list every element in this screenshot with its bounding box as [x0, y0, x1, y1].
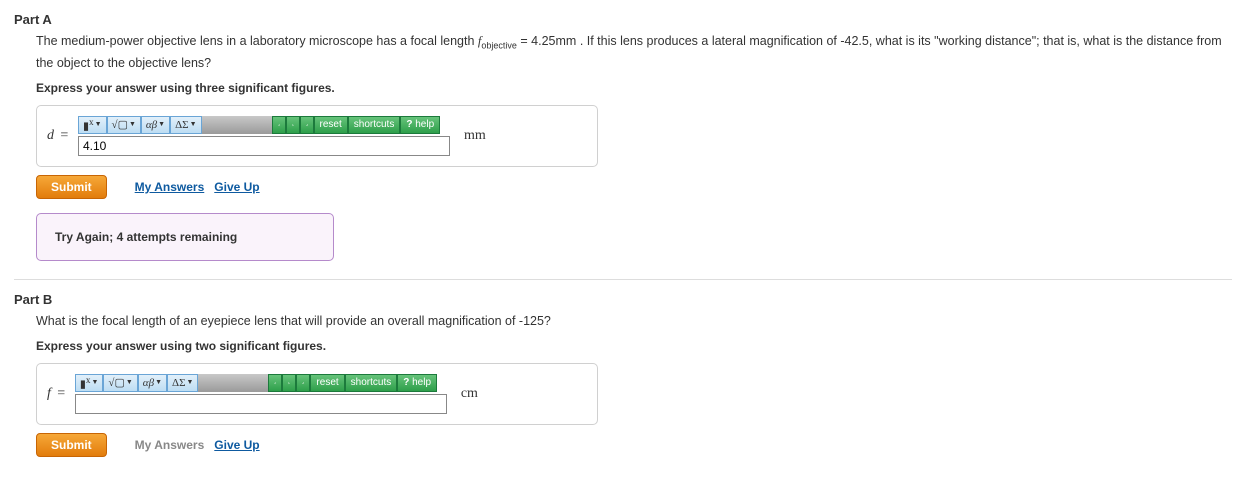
part-a-input[interactable]	[78, 136, 450, 156]
help-button[interactable]: ? help	[400, 116, 440, 134]
redo-button[interactable]	[282, 374, 296, 392]
fraction-tool[interactable]: ▮x▼	[78, 116, 107, 134]
reset-button[interactable]: reset	[310, 374, 344, 392]
help-button[interactable]: ? help	[397, 374, 437, 392]
sqrt-tool[interactable]: √▢▼	[103, 374, 137, 392]
shortcuts-button[interactable]: shortcuts	[345, 374, 398, 392]
toolbar-spacer	[202, 116, 272, 134]
part-a-my-answers-link[interactable]: My Answers	[135, 180, 205, 194]
try-again-message: Try Again; 4 attempts remaining	[36, 213, 334, 261]
part-b-give-up-link[interactable]: Give Up	[214, 438, 259, 452]
refresh-button[interactable]	[300, 116, 314, 134]
greek-tool[interactable]: αβ▼	[141, 116, 170, 134]
greek-tool[interactable]: αβ▼	[138, 374, 167, 392]
part-b-title: Part B	[14, 292, 1232, 307]
divider	[14, 279, 1232, 280]
part-b-my-answers-link: My Answers	[135, 438, 205, 452]
fraction-tool[interactable]: ▮x▼	[75, 374, 104, 392]
sigma-tool[interactable]: ΔΣ▼	[170, 116, 201, 134]
shortcuts-button[interactable]: shortcuts	[348, 116, 401, 134]
qa-text-pre: The medium-power objective lens in a lab…	[36, 34, 478, 48]
undo-button[interactable]	[272, 116, 286, 134]
part-b-unit: cm	[461, 386, 478, 402]
part-a-give-up-link[interactable]: Give Up	[214, 180, 259, 194]
toolbar-spacer	[198, 374, 268, 392]
redo-button[interactable]	[286, 116, 300, 134]
part-b-input[interactable]	[75, 394, 447, 414]
sqrt-tool[interactable]: √▢▼	[107, 116, 141, 134]
part-b-submit-button[interactable]: Submit	[36, 433, 107, 457]
part-a-unit: mm	[464, 128, 486, 144]
qa-mid: = 4.25	[520, 34, 555, 48]
part-a-title: Part A	[14, 12, 1232, 27]
qa-subscript: objective	[481, 41, 517, 51]
part-b-instruction: Express your answer using two significan…	[36, 339, 1232, 353]
part-b-toolbar: ▮x▼ √▢▼ αβ▼ ΔΣ▼ reset shortcuts ? help	[75, 374, 447, 392]
part-a-answer-box: d = ▮x▼ √▢▼ αβ▼ ΔΣ▼ reset shortcuts ? he…	[36, 105, 598, 167]
reset-button[interactable]: reset	[314, 116, 348, 134]
part-a-question: The medium-power objective lens in a lab…	[36, 31, 1232, 73]
part-a-toolbar: ▮x▼ √▢▼ αβ▼ ΔΣ▼ reset shortcuts ? help	[78, 116, 450, 134]
part-a-submit-button[interactable]: Submit	[36, 175, 107, 199]
sigma-tool[interactable]: ΔΣ▼	[167, 374, 198, 392]
part-b-var: f =	[47, 386, 67, 402]
part-b-answer-box: f = ▮x▼ √▢▼ αβ▼ ΔΣ▼ reset shortcuts ? he…	[36, 363, 598, 425]
part-a-var: d =	[47, 128, 70, 144]
qa-unit-inline: mm	[556, 34, 577, 48]
refresh-button[interactable]	[296, 374, 310, 392]
part-b-question: What is the focal length of an eyepiece …	[36, 311, 1232, 331]
undo-button[interactable]	[268, 374, 282, 392]
part-a-instruction: Express your answer using three signific…	[36, 81, 1232, 95]
